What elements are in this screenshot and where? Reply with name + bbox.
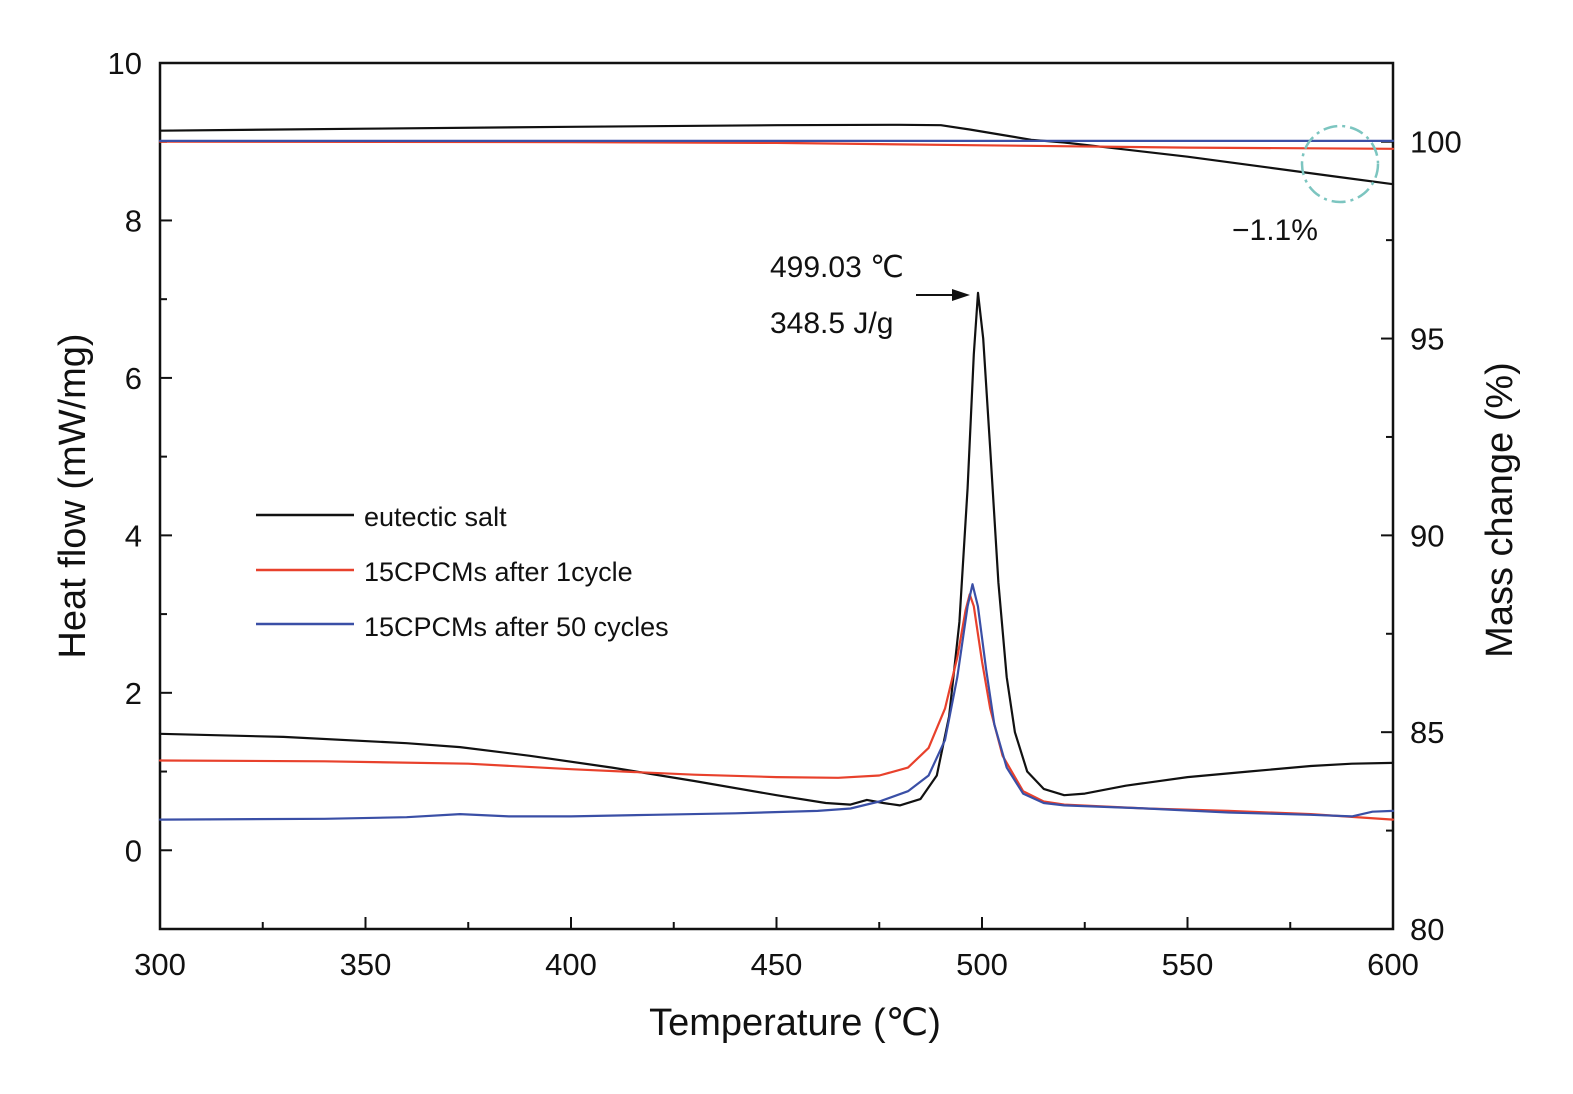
right-axis-ticks: 80 85 90 95 100 [1381, 125, 1462, 947]
x-axis-title: Temperature (℃) [649, 1002, 941, 1044]
plot-frame [158, 61, 1395, 931]
right-tick-label: 85 [1410, 715, 1444, 750]
mass-loss-circle [1300, 124, 1380, 204]
x-tick-label: 550 [1162, 947, 1214, 982]
right-tick-label: 95 [1410, 322, 1444, 357]
mass-loss-label: −1.1% [1232, 214, 1318, 247]
peak-temperature-label: 499.03 ℃ [770, 251, 904, 284]
series-layer [158, 123, 1395, 821]
legend-label-1cycle: 15CPCMs after 1cycle [364, 557, 633, 587]
x-tick-label: 350 [340, 947, 392, 982]
right-tick-label: 80 [1410, 912, 1444, 947]
legend-label-50cycles: 15CPCMs after 50 cycles [364, 612, 669, 642]
series-line-0-heatflow [158, 291, 1395, 807]
left-axis-title: Heat flow (mW/mg) [52, 333, 94, 658]
right-axis-title: Mass change (%) [1479, 362, 1521, 658]
peak-enthalpy-label: 348.5 J/g [770, 307, 893, 340]
x-tick-label: 400 [545, 947, 597, 982]
x-tick-label: 600 [1367, 947, 1419, 982]
left-tick-label: 0 [125, 833, 142, 868]
legend: eutectic salt 15CPCMs after 1cycle 15CPC… [256, 502, 669, 642]
left-tick-label: 2 [125, 676, 142, 711]
series-line-2-heatflow [158, 583, 1395, 821]
x-axis-ticks: 300 350 400 450 500 550 600 [134, 917, 1419, 982]
left-tick-label: 4 [125, 518, 142, 553]
peak-arrow-head [952, 289, 970, 301]
series-line-3-mass [158, 123, 1395, 186]
legend-label-eutectic: eutectic salt [364, 502, 507, 532]
left-tick-label: 10 [108, 46, 142, 81]
right-tick-label: 100 [1410, 125, 1462, 160]
left-axis-ticks: 0 2 4 6 8 10 [108, 46, 172, 930]
x-tick-label: 300 [134, 947, 186, 982]
series-line-1-heatflow [158, 593, 1395, 821]
left-tick-label: 8 [125, 203, 142, 238]
x-tick-label: 450 [751, 947, 803, 982]
x-tick-label: 500 [956, 947, 1008, 982]
left-tick-label: 6 [125, 361, 142, 396]
series-line-4-mass [158, 140, 1395, 150]
right-tick-label: 90 [1410, 518, 1444, 553]
